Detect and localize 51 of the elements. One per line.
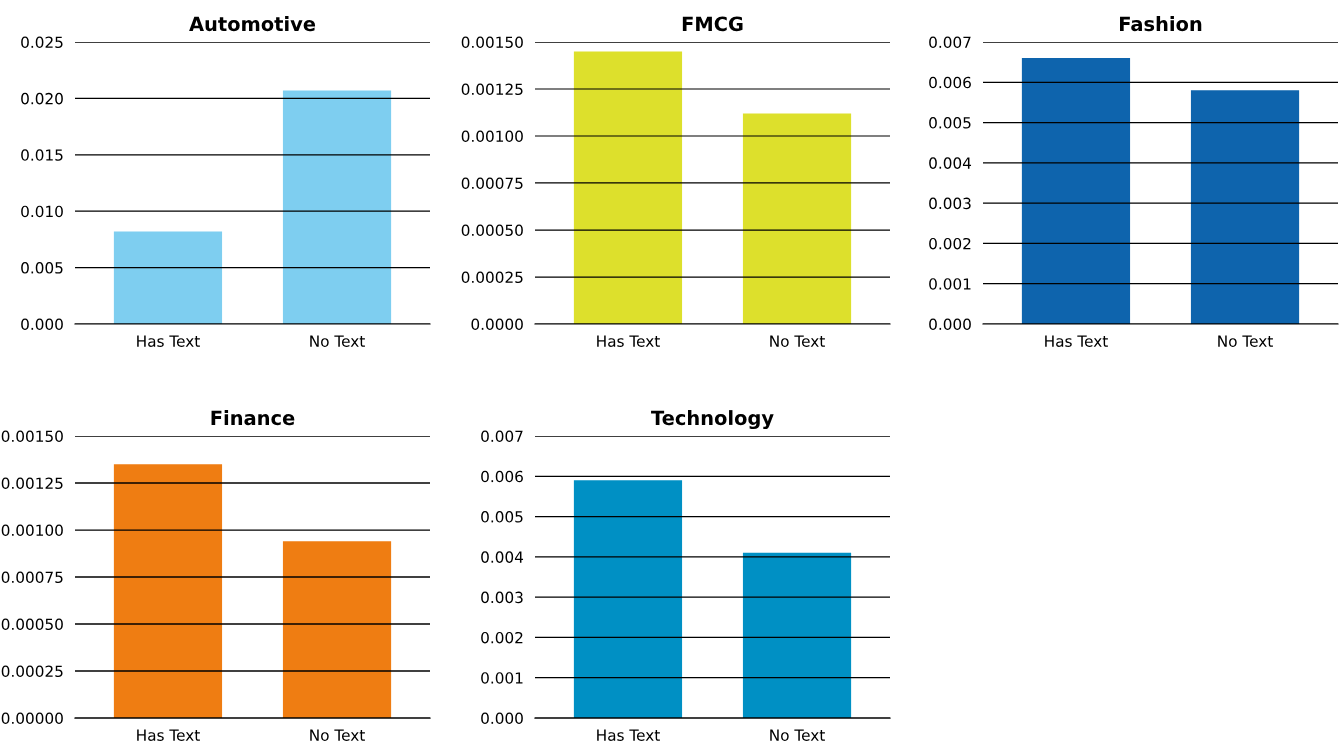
y-tick-label: 0.00050 [1,618,63,631]
y-tick-label: 0.010 [21,205,63,218]
y-tick-label: 0.004 [929,157,972,169]
y-tick-label: 0.000 [21,318,63,331]
y-tick-label: 0.003 [929,197,971,210]
y-tick-label: 0.000 [929,318,971,331]
y-tick-label: 0.007 [481,430,523,443]
x-tick-label: Has Text [1045,335,1108,347]
y-tick-label: 0.00025 [461,271,523,284]
y-tick-label: 0.00100 [461,130,523,143]
y-tick-label: 0.002 [481,631,523,644]
y-tick-label: 0.00125 [461,83,523,96]
y-tick-label: 0.005 [929,117,971,129]
y-tick-label: 0.000 [481,712,523,725]
x-tick-label: Has Text [137,335,200,347]
y-tick-label: 0.006 [929,76,971,89]
y-tick-label: 0.006 [481,470,523,483]
y-tick-label: 0.007 [929,36,971,49]
x-tick-label: Has Text [597,335,660,347]
x-tick-label: No Text [770,729,825,741]
y-tick-label: 0.001 [929,278,971,290]
y-tick-label: 0.00075 [461,177,523,190]
y-tick-label: 0.00025 [1,665,63,678]
y-tick-label: 0.005 [481,511,523,523]
y-tick-label: 0.00050 [461,224,523,237]
chart-title: Fashion [1120,16,1202,32]
x-tick-label: Has Text [137,729,200,741]
x-tick-label: Has Text [597,729,660,741]
y-tick-label: 0.015 [21,149,63,161]
y-tick-label: 0.00075 [1,571,63,584]
x-tick-label: No Text [770,335,825,347]
y-tick-label: 0.00000 [1,712,63,725]
y-tick-label: 0.002 [929,237,971,250]
y-tick-label: 0.00150 [461,36,523,49]
y-tick-label: 0.00150 [1,430,63,443]
y-tick-label: 0.025 [21,36,63,49]
chart-title: Automotive [189,16,316,32]
x-tick-label: No Text [1218,335,1273,347]
chart-title: Finance [211,410,295,426]
x-tick-label: No Text [310,729,365,741]
x-tick-label: No Text [310,335,365,347]
chart-title: Technology [651,410,774,430]
y-tick-label: 0.004 [481,551,524,563]
y-tick-label: 0.003 [481,591,523,604]
chart-title: FMCG [682,16,743,32]
y-tick-label: 0.0000 [471,318,523,331]
y-tick-label: 0.00100 [1,524,63,537]
y-tick-label: 0.00125 [1,477,63,490]
y-tick-label: 0.005 [21,262,63,274]
y-tick-label: 0.001 [481,672,523,684]
y-tick-label: 0.020 [21,92,63,105]
